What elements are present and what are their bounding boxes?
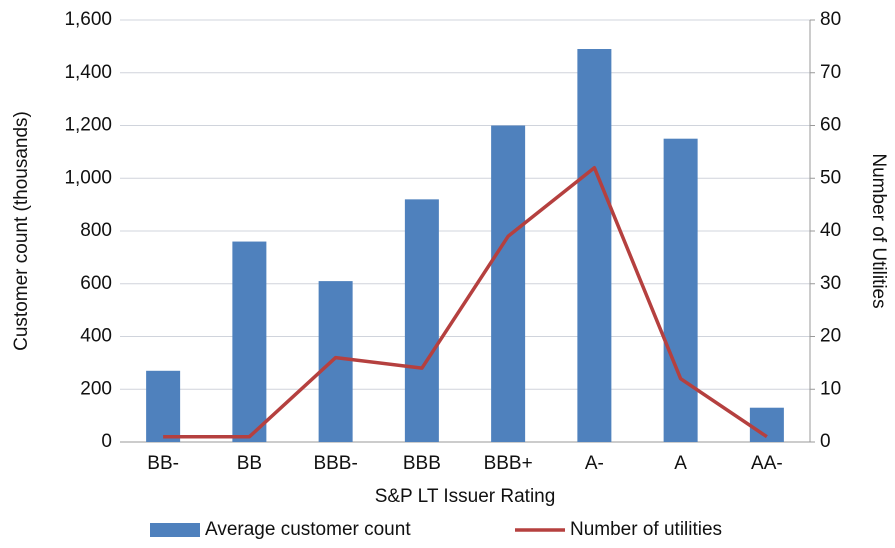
bar: [404, 199, 439, 442]
line: [163, 165, 768, 439]
y-tick-label: 200: [80, 378, 112, 399]
y2-tick-label: 50: [820, 167, 841, 188]
x-tick-label: AA-: [751, 453, 783, 474]
x-tick-label: BB-: [147, 453, 179, 474]
x-tick-label: A-: [585, 453, 604, 474]
y-tick-label: 1,600: [64, 9, 112, 30]
y2-tick-label: 80: [820, 9, 841, 30]
bar: [232, 241, 267, 442]
y2-tick-label: 70: [820, 62, 841, 83]
x-tick-label: A: [674, 453, 687, 474]
x-tick-label: BBB+: [484, 453, 533, 474]
bar: [749, 407, 784, 442]
y-tick-label: 800: [80, 220, 112, 241]
y-tick-label: 1,000: [64, 167, 112, 188]
y-tick-label: 400: [80, 326, 112, 347]
bar: [491, 125, 526, 442]
y2-tick-label: 30: [820, 273, 841, 294]
y-tick-label: 600: [80, 273, 112, 294]
x-tick-label: BBB-: [313, 453, 357, 474]
y-tick-label: 1,400: [64, 62, 112, 83]
legend-label: Number of utilities: [570, 519, 722, 540]
y-axis-label: Customer count (thousands): [11, 111, 32, 351]
y2-tick-label: 60: [820, 115, 841, 136]
y2-tick-label: 20: [820, 326, 841, 347]
y2-tick-label: 40: [820, 220, 841, 241]
y2-axis-label: Number of Utilities: [868, 153, 889, 308]
x-tick-label: BB: [237, 453, 262, 474]
legend-swatch: [150, 523, 200, 537]
bar: [577, 49, 612, 442]
y2-tick-label: 10: [820, 378, 841, 399]
y-tick-label: 0: [101, 431, 112, 452]
bar: [318, 281, 353, 442]
y2-tick-label: 0: [820, 431, 831, 452]
x-axis-label: S&P LT Issuer Rating: [375, 486, 556, 507]
bar: [146, 370, 181, 442]
y-tick-label: 1,200: [64, 115, 112, 136]
x-tick-label: BBB: [403, 453, 441, 474]
legend-label: Average customer count: [205, 519, 411, 540]
bar: [663, 138, 698, 442]
